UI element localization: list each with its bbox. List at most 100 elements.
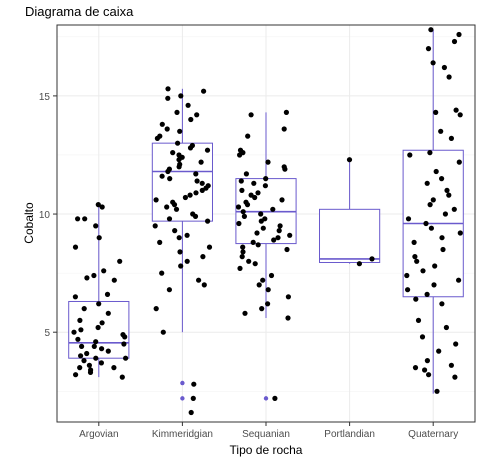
data-point xyxy=(411,239,417,245)
data-point xyxy=(277,223,283,229)
data-point xyxy=(456,277,462,283)
data-point xyxy=(75,216,81,222)
data-point xyxy=(187,145,194,151)
data-point xyxy=(199,187,205,193)
data-point xyxy=(424,358,430,364)
data-point xyxy=(165,168,171,175)
data-point xyxy=(434,388,440,394)
outlier-point xyxy=(180,380,185,386)
x-tick-label: Kimmeridgian xyxy=(152,429,213,440)
data-point xyxy=(430,197,436,203)
data-point xyxy=(82,216,88,222)
data-point xyxy=(71,329,77,335)
data-point xyxy=(254,230,260,236)
data-point xyxy=(268,272,275,279)
data-point xyxy=(99,320,105,326)
boxes-layer xyxy=(68,29,464,401)
data-point xyxy=(446,74,452,80)
data-point xyxy=(451,38,458,45)
data-point xyxy=(282,166,288,172)
data-point xyxy=(75,336,81,342)
data-point xyxy=(265,287,271,293)
data-point xyxy=(165,95,171,101)
data-point xyxy=(252,194,258,201)
data-point xyxy=(241,213,247,219)
data-point xyxy=(96,235,102,241)
data-point xyxy=(243,171,249,177)
data-point xyxy=(95,324,101,331)
data-point xyxy=(412,365,419,371)
data-point xyxy=(99,204,105,210)
data-point xyxy=(73,372,79,378)
data-point xyxy=(93,355,99,361)
data-point xyxy=(178,263,184,269)
data-point xyxy=(244,202,251,208)
data-point xyxy=(430,60,436,66)
data-point xyxy=(182,194,188,201)
data-point xyxy=(457,230,463,236)
data-point xyxy=(235,204,242,210)
data-point xyxy=(242,310,248,316)
data-point xyxy=(167,176,173,182)
data-point xyxy=(246,258,252,264)
data-point xyxy=(451,206,457,212)
data-point xyxy=(185,102,191,108)
data-point xyxy=(170,150,176,156)
data-point xyxy=(407,152,413,158)
data-point xyxy=(184,232,190,238)
x-tick-label: Portlandian xyxy=(324,429,375,440)
data-point xyxy=(239,187,245,193)
data-point xyxy=(415,317,422,323)
data-point xyxy=(258,211,264,217)
data-point xyxy=(200,254,206,260)
data-point xyxy=(78,327,84,333)
data-point xyxy=(272,395,278,401)
data-point xyxy=(176,164,182,170)
data-point xyxy=(405,287,411,293)
data-point xyxy=(265,301,271,307)
data-point xyxy=(431,282,437,288)
data-point xyxy=(285,315,291,321)
data-point xyxy=(285,294,291,300)
y-tick-label: 15 xyxy=(39,92,51,103)
data-point xyxy=(414,258,420,264)
y-axis: 5 10 15 xyxy=(39,92,57,339)
data-point xyxy=(84,350,90,357)
data-point xyxy=(91,272,97,279)
data-point xyxy=(433,168,439,175)
data-point xyxy=(265,159,271,165)
data-point xyxy=(284,246,290,253)
data-point xyxy=(204,147,211,153)
data-point xyxy=(428,27,434,33)
data-point xyxy=(165,86,171,92)
data-point xyxy=(237,265,243,271)
data-point xyxy=(423,220,429,227)
data-point xyxy=(159,121,165,127)
data-point xyxy=(453,107,459,113)
data-point xyxy=(260,277,266,283)
data-point xyxy=(184,258,190,264)
data-point xyxy=(427,202,433,208)
data-point xyxy=(456,31,462,38)
data-point xyxy=(101,268,107,274)
data-point xyxy=(440,246,446,253)
data-point xyxy=(164,126,170,132)
data-point xyxy=(251,180,257,186)
data-point xyxy=(77,365,83,371)
data-point xyxy=(187,192,193,198)
data-point xyxy=(199,180,205,186)
data-point xyxy=(173,206,180,212)
data-point xyxy=(239,254,245,260)
data-point xyxy=(198,159,204,165)
box-portlandian xyxy=(319,159,381,264)
data-point xyxy=(122,334,128,340)
data-point xyxy=(152,223,158,229)
data-point xyxy=(192,213,199,219)
data-point xyxy=(252,261,258,267)
data-point xyxy=(369,256,375,262)
data-point xyxy=(250,239,256,245)
data-point xyxy=(453,341,459,347)
data-point xyxy=(154,135,160,141)
data-point xyxy=(275,235,281,241)
